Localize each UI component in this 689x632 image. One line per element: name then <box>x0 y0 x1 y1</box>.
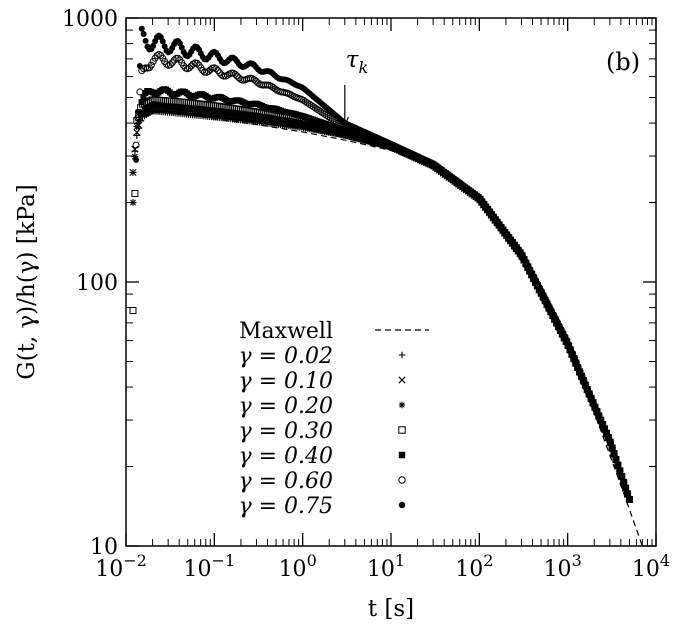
data-point <box>131 189 139 197</box>
axis-ticks: 10−2 10−1 100 101 102 103 104 10 100 1000 <box>62 7 670 582</box>
legend-label: γ = 0.60 <box>238 469 333 494</box>
legend-marker-circle-filled <box>398 501 406 509</box>
panel-label: (b) <box>606 48 640 76</box>
data-curves <box>129 25 643 546</box>
data-point <box>166 61 174 69</box>
x-tick-label: 10−2 <box>95 551 147 582</box>
data-point <box>605 434 612 441</box>
data-point <box>607 439 614 446</box>
data-point <box>159 54 167 62</box>
data-point <box>150 42 157 49</box>
data-point <box>565 341 572 348</box>
data-point <box>133 128 141 136</box>
data-point <box>174 54 182 62</box>
data-point <box>136 62 143 69</box>
data-point <box>620 479 627 486</box>
data-point <box>212 65 220 73</box>
data-point <box>624 490 631 497</box>
data-point <box>613 456 620 463</box>
x-tick-label: 101 <box>367 551 405 582</box>
data-point <box>138 99 145 106</box>
legend-label: γ = 0.40 <box>238 444 333 469</box>
data-point <box>133 156 140 163</box>
legend-label: γ = 0.75 <box>238 494 333 519</box>
data-point <box>233 72 241 80</box>
data-point <box>140 94 147 101</box>
maxwell-curve <box>152 111 643 546</box>
legend-label: γ = 0.02 <box>238 344 333 369</box>
data-point <box>138 25 145 32</box>
data-point <box>193 59 201 67</box>
legend-label: γ = 0.30 <box>238 419 333 444</box>
data-point <box>137 111 145 119</box>
data-point <box>588 395 595 402</box>
data-point <box>573 359 580 366</box>
legend-label-maxwell: Maxwell <box>239 319 333 344</box>
data-point <box>609 445 616 452</box>
x-axis-title: t [s] <box>368 596 414 622</box>
data-point <box>254 79 262 87</box>
tau-k-annotation: τk (b) <box>340 47 640 129</box>
y-tick-label: 10 <box>90 535 118 560</box>
x-tick-label: 102 <box>455 551 493 582</box>
legend-label: γ = 0.10 <box>238 369 333 394</box>
data-point <box>618 473 625 480</box>
y-tick-label: 100 <box>76 271 118 296</box>
legend-marker-cross <box>398 376 406 384</box>
data-point <box>131 145 139 153</box>
data-point <box>611 450 618 457</box>
axis-titles: t [s] G(t, γ)/h(γ) [kPa] <box>14 184 414 622</box>
annotation-label: τk <box>346 47 368 77</box>
data-point <box>569 350 576 357</box>
data-point <box>227 69 235 77</box>
data-point <box>131 153 139 161</box>
legend-marker-plus <box>398 351 406 359</box>
data-point <box>582 382 589 389</box>
data-point <box>159 38 166 45</box>
data-point <box>133 123 141 131</box>
data-point <box>185 64 193 72</box>
data-point <box>578 373 585 380</box>
x-tick-label: 100 <box>279 551 317 582</box>
x-tick-label: 104 <box>632 551 670 582</box>
legend-marker-circle-open <box>398 476 406 484</box>
data-point <box>231 70 239 78</box>
data-point <box>178 44 185 51</box>
data-point <box>626 496 633 503</box>
data-point <box>134 108 141 115</box>
data-point <box>147 61 155 69</box>
data-point <box>132 141 140 149</box>
data-point <box>576 368 583 375</box>
data-point <box>567 345 574 352</box>
data-point <box>129 168 137 177</box>
x-tick-label: 10−1 <box>184 551 236 582</box>
data-point <box>622 485 629 492</box>
y-tick-label: 1000 <box>62 7 118 32</box>
data-point <box>580 377 587 384</box>
legend-marker-square-filled <box>398 451 406 459</box>
y-axis-title: G(t, γ)/h(γ) [kPa] <box>14 184 40 380</box>
data-point <box>584 386 591 393</box>
data-point <box>616 468 623 475</box>
x-tick-label: 103 <box>544 551 582 582</box>
data-point <box>586 391 593 398</box>
legend-marker-square-open <box>398 426 406 434</box>
data-point <box>140 30 147 37</box>
series-circle-filled <box>133 25 633 503</box>
data-point <box>614 462 621 469</box>
legend-marker-star <box>398 401 406 409</box>
data-point <box>271 85 279 93</box>
legend-label: γ = 0.20 <box>238 394 333 419</box>
data-point <box>571 354 578 361</box>
data-point <box>574 364 581 371</box>
data-point <box>142 37 149 44</box>
data-point <box>133 131 141 139</box>
data-point <box>136 88 144 96</box>
annotation-arrow-head <box>340 116 349 129</box>
